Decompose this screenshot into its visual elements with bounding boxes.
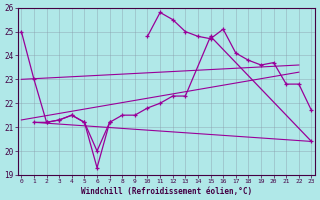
X-axis label: Windchill (Refroidissement éolien,°C): Windchill (Refroidissement éolien,°C) — [81, 187, 252, 196]
